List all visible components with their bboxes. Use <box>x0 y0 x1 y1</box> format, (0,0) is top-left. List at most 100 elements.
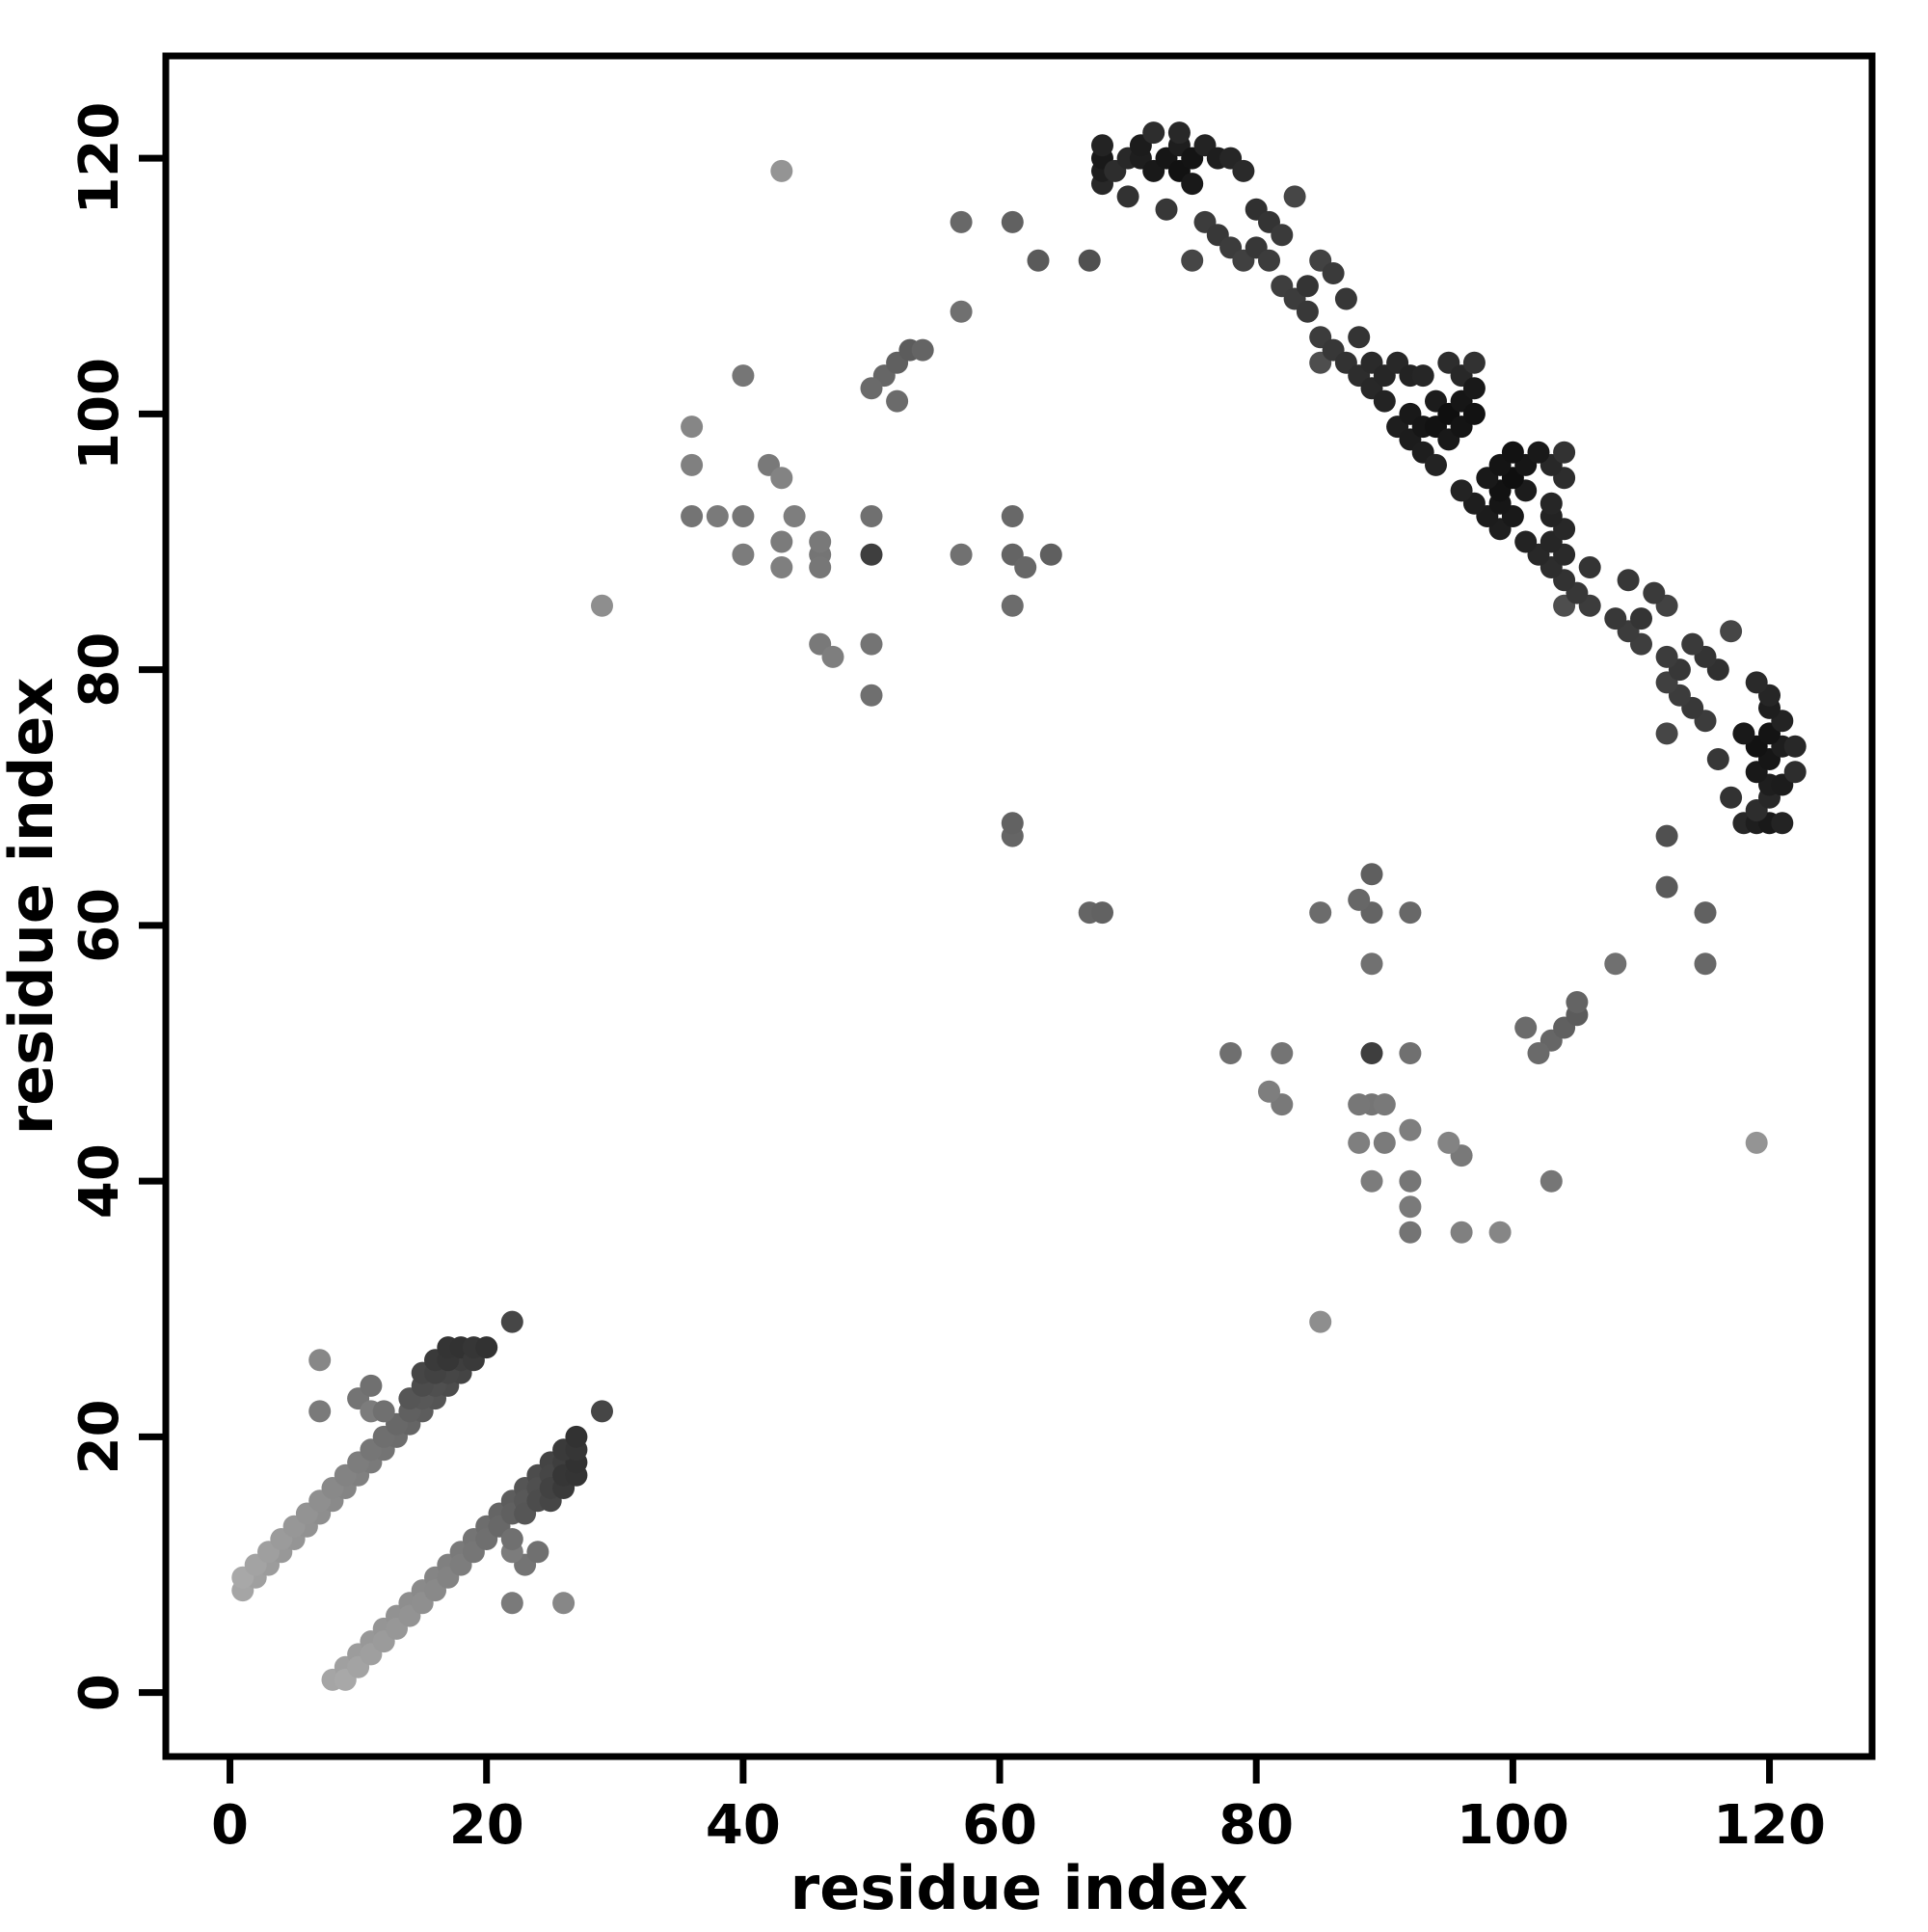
x-tick-label: 20 <box>449 1794 524 1857</box>
contact-point <box>950 543 973 566</box>
contact-point <box>1655 645 1678 668</box>
y-tick-label: 80 <box>68 632 131 708</box>
contact-point <box>500 1310 523 1333</box>
contact-point <box>1219 1042 1243 1064</box>
contact-point <box>1360 1042 1383 1064</box>
x-axis-label: residue index <box>790 1853 1248 1923</box>
contact-point <box>860 505 883 527</box>
contact-point <box>1720 786 1743 809</box>
y-tick-label: 20 <box>68 1399 131 1474</box>
contact-point <box>1540 1169 1563 1193</box>
contact-point <box>1399 901 1422 925</box>
contact-point <box>1783 761 1807 784</box>
contact-point <box>1001 812 1024 835</box>
contact-point <box>1694 901 1717 925</box>
y-tick-label: 120 <box>68 102 131 215</box>
contact-point <box>1462 402 1486 425</box>
contact-point <box>1514 530 1538 553</box>
contact-point <box>860 632 883 656</box>
contact-point <box>1706 748 1729 770</box>
contact-point <box>1027 249 1050 272</box>
contact-point <box>1527 441 1550 464</box>
plot-frame <box>162 52 1876 1760</box>
contact-point <box>1540 492 1563 515</box>
contact-point <box>1232 159 1255 182</box>
contact-point <box>1553 441 1576 464</box>
contact-point <box>1630 607 1652 631</box>
contact-point <box>770 530 793 553</box>
contact-point <box>911 338 934 362</box>
y-tick-label: 60 <box>68 888 131 963</box>
contact-point <box>860 377 883 400</box>
contact-point <box>1527 1042 1550 1064</box>
contact-point <box>1643 581 1666 604</box>
contact-point <box>681 416 704 439</box>
contact-point <box>1181 249 1204 272</box>
contact-point <box>372 1400 395 1423</box>
contact-point <box>1745 1131 1768 1154</box>
contact-point <box>1488 1221 1512 1244</box>
contact-point <box>1617 569 1640 592</box>
contact-point <box>1450 1221 1473 1244</box>
x-tick-label: 0 <box>211 1794 249 1857</box>
contact-point <box>1425 453 1447 476</box>
contact-point <box>1360 863 1383 886</box>
contact-point <box>1694 953 1717 976</box>
contact-point <box>1091 134 1113 157</box>
contact-point <box>1348 1093 1371 1116</box>
contact-point <box>1566 991 1589 1013</box>
contact-point <box>308 1400 332 1423</box>
contact-point <box>1681 632 1704 656</box>
contact-point <box>1655 722 1678 745</box>
contact-point <box>1001 505 1024 527</box>
y-tick-label: 0 <box>68 1674 131 1711</box>
contact-point <box>770 556 793 578</box>
contact-point <box>821 645 844 668</box>
data-points <box>231 121 1807 1691</box>
contact-point <box>1258 1080 1280 1103</box>
contact-point <box>565 1425 588 1448</box>
contact-point <box>732 543 755 566</box>
contact-point <box>1348 326 1371 349</box>
contact-point <box>860 543 883 566</box>
contact-point <box>1720 620 1743 643</box>
contact-point <box>1411 364 1434 388</box>
contact-point <box>809 530 832 553</box>
contact-point <box>1091 901 1113 925</box>
x-tick-label: 40 <box>706 1794 781 1857</box>
contact-point <box>1014 556 1037 578</box>
contact-point <box>1501 441 1524 464</box>
contact-point <box>308 1349 332 1372</box>
contact-point <box>1296 300 1319 323</box>
contact-point <box>475 1336 498 1359</box>
contact-point <box>1399 1221 1422 1244</box>
contact-point <box>1783 735 1807 758</box>
y-tick-label: 40 <box>68 1143 131 1219</box>
contact-point <box>591 594 613 617</box>
contact-point <box>1373 1093 1396 1116</box>
contact-point <box>1360 953 1383 976</box>
contact-point <box>770 467 793 490</box>
contact-point <box>732 505 755 527</box>
contact-point <box>1001 210 1024 233</box>
contact-point <box>770 159 793 182</box>
contact-point <box>886 389 909 413</box>
contact-point <box>1181 173 1204 196</box>
contact-point <box>1399 1118 1422 1141</box>
contact-point <box>1373 1131 1396 1154</box>
y-tick-label: 100 <box>68 358 131 470</box>
contact-point <box>360 1374 383 1397</box>
y-axis-label: residue index <box>0 678 67 1136</box>
contact-point <box>1437 1131 1460 1154</box>
contact-point <box>1771 812 1794 835</box>
contact-point <box>783 505 806 527</box>
x-tick-label: 100 <box>1457 1794 1569 1857</box>
contact-point <box>1732 722 1755 745</box>
contact-point <box>950 300 973 323</box>
contact-point <box>1142 121 1165 145</box>
contact-point <box>1399 1195 1422 1219</box>
contact-point <box>809 556 832 578</box>
contact-point <box>1283 185 1306 208</box>
